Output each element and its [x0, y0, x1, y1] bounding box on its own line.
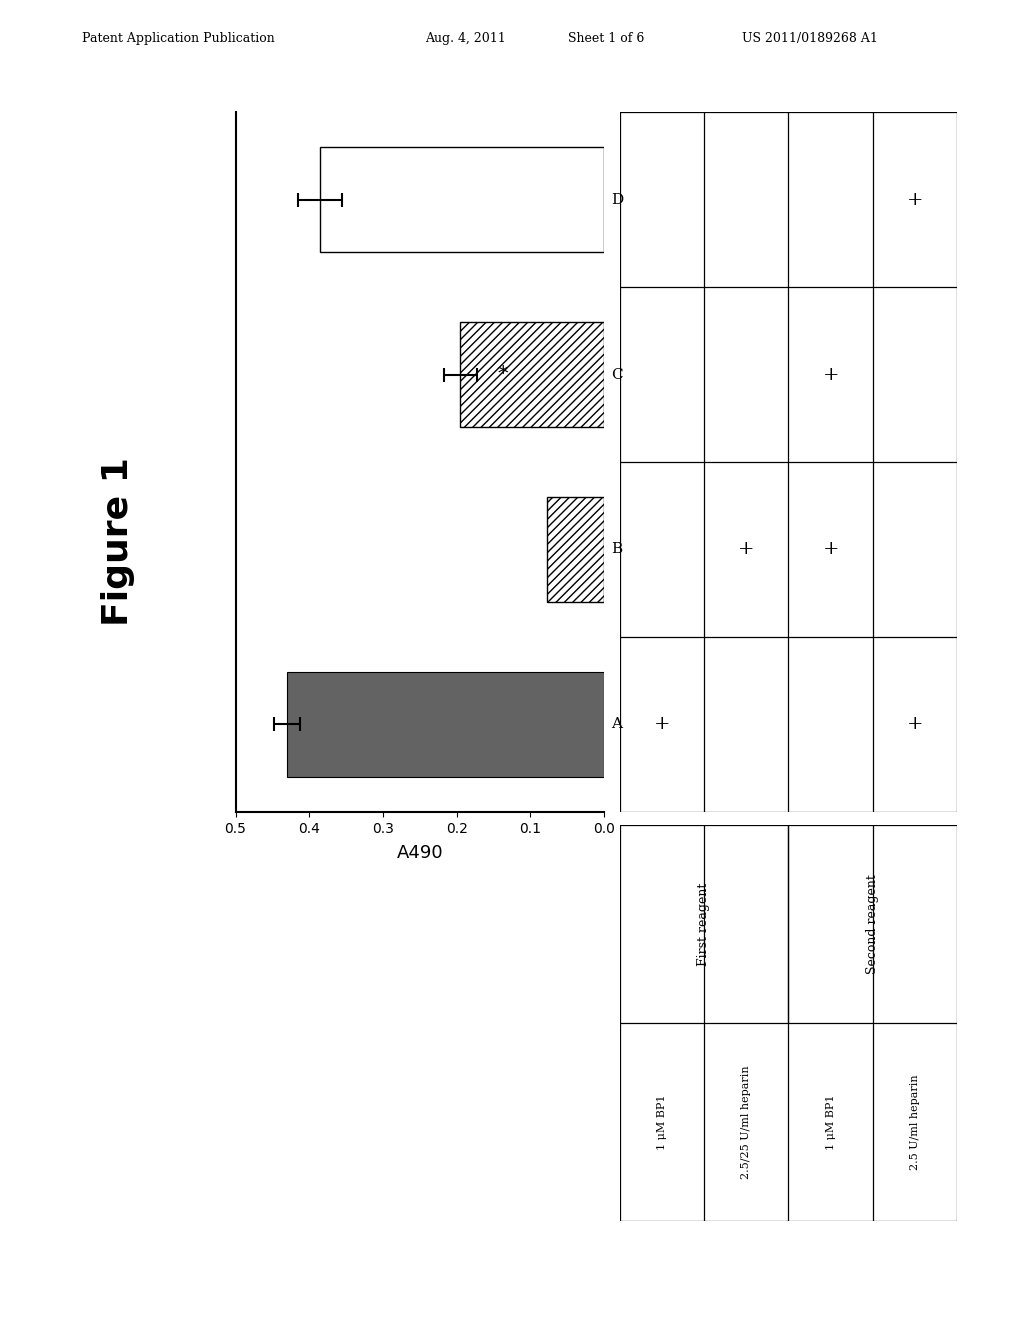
Text: First reagent: First reagent	[697, 882, 711, 966]
Text: B: B	[611, 543, 623, 557]
Text: Sheet 1 of 6: Sheet 1 of 6	[568, 32, 645, 45]
Text: Aug. 4, 2011: Aug. 4, 2011	[425, 32, 506, 45]
Text: Second reagent: Second reagent	[866, 874, 880, 974]
Bar	[287, 672, 604, 776]
Bar	[461, 322, 604, 428]
Text: +: +	[822, 540, 839, 558]
Text: US 2011/0189268 A1: US 2011/0189268 A1	[742, 32, 879, 45]
Text: 1 μM BP1: 1 μM BP1	[656, 1094, 667, 1150]
Text: 1 μM BP1: 1 μM BP1	[825, 1094, 836, 1150]
Text: 2.5/25 U/ml heparin: 2.5/25 U/ml heparin	[741, 1065, 752, 1179]
Text: D: D	[611, 193, 624, 207]
X-axis label: A490: A490	[396, 843, 443, 862]
Text: Figure 1: Figure 1	[100, 457, 135, 626]
Bar	[321, 148, 604, 252]
Text: Patent Application Publication: Patent Application Publication	[82, 32, 274, 45]
Text: +: +	[907, 190, 924, 209]
Text: +: +	[738, 540, 755, 558]
Text: +: +	[822, 366, 839, 384]
Text: +: +	[653, 715, 670, 734]
Text: A: A	[611, 717, 623, 731]
Bar	[547, 498, 604, 602]
Text: +: +	[907, 715, 924, 734]
Text: 2.5 U/ml heparin: 2.5 U/ml heparin	[910, 1074, 921, 1170]
Text: *: *	[498, 366, 508, 384]
Text: C: C	[611, 367, 623, 381]
